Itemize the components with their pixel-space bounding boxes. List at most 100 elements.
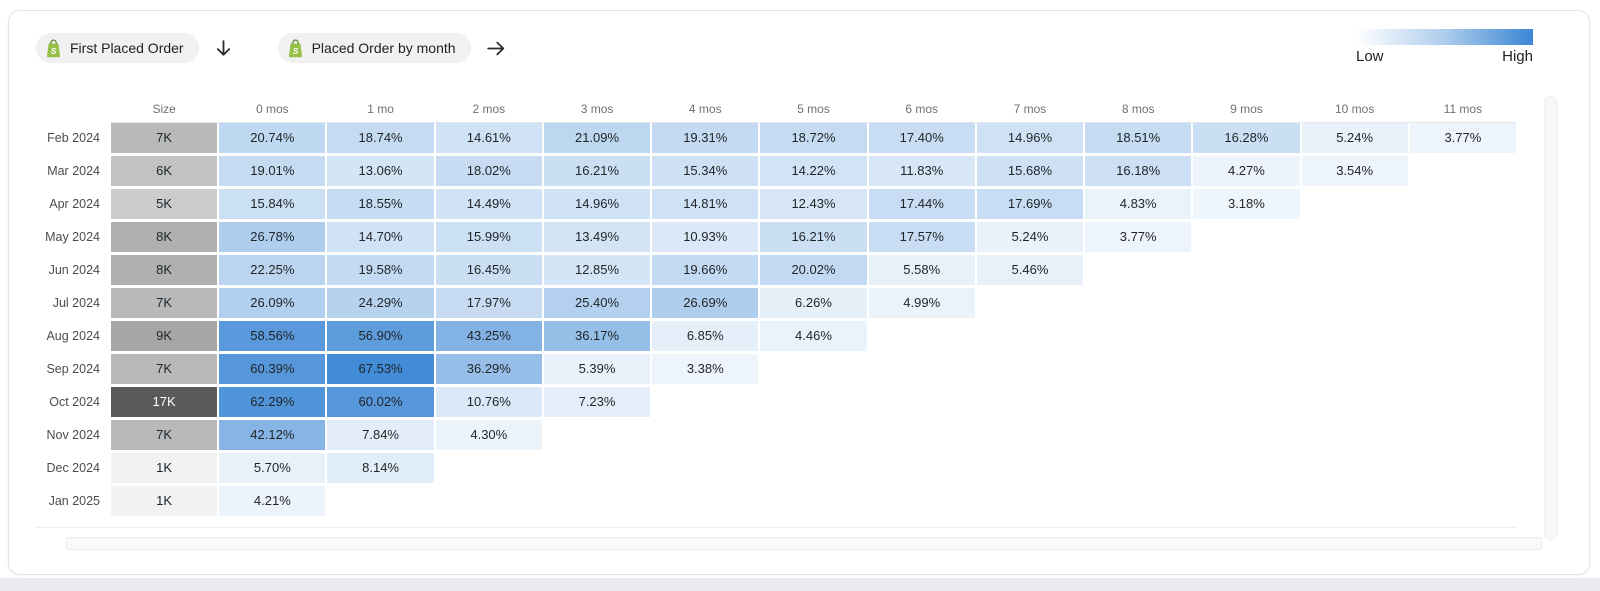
- value-cell[interactable]: 3.77%: [1085, 222, 1192, 252]
- value-cell[interactable]: 12.85%: [543, 255, 651, 285]
- size-cell[interactable]: 5K: [111, 189, 218, 219]
- value-cell[interactable]: 10.93%: [652, 222, 759, 252]
- value-cell[interactable]: 14.96%: [543, 189, 651, 219]
- empty-cell: [1302, 387, 1408, 417]
- value-cell[interactable]: 56.90%: [327, 321, 434, 351]
- value-cell[interactable]: 60.02%: [327, 387, 434, 417]
- value-cell[interactable]: 19.58%: [327, 255, 434, 285]
- value-cell[interactable]: 5.39%: [543, 354, 651, 384]
- value-cell[interactable]: 12.43%: [760, 189, 867, 219]
- value-cell[interactable]: 22.25%: [219, 255, 326, 285]
- value-cell[interactable]: 17.44%: [868, 189, 975, 219]
- value-cell[interactable]: 14.61%: [435, 123, 542, 153]
- value-cell[interactable]: 7.84%: [327, 420, 434, 450]
- cohort-row: Jan 2025 1K 4.21%: [36, 486, 1516, 516]
- value-cell[interactable]: 4.21%: [219, 486, 326, 516]
- size-cell[interactable]: 7K: [111, 354, 218, 384]
- size-cell[interactable]: 8K: [111, 255, 218, 285]
- value-cell[interactable]: 14.22%: [760, 156, 867, 186]
- empty-cell: [760, 387, 866, 417]
- event-pill-first-placed-order[interactable]: S First Placed Order: [36, 33, 199, 63]
- value-cell[interactable]: 20.74%: [219, 123, 326, 153]
- value-cell[interactable]: 3.38%: [652, 354, 759, 384]
- value-cell[interactable]: 26.78%: [219, 222, 326, 252]
- value-cell[interactable]: 15.68%: [976, 156, 1084, 186]
- value-cell[interactable]: 5.70%: [219, 453, 326, 483]
- value-cell[interactable]: 6.85%: [652, 321, 759, 351]
- event-pill-placed-order-by-month[interactable]: S Placed Order by month: [277, 33, 471, 63]
- value-cell[interactable]: 5.58%: [868, 255, 975, 285]
- value-cell[interactable]: 14.49%: [435, 189, 542, 219]
- value-cell[interactable]: 16.21%: [543, 156, 651, 186]
- value-cell[interactable]: 18.74%: [327, 123, 434, 153]
- value-cell[interactable]: 4.27%: [1193, 156, 1300, 186]
- value-cell[interactable]: 13.49%: [543, 222, 651, 252]
- horizontal-scrollbar[interactable]: [66, 537, 1542, 550]
- vertical-scrollbar[interactable]: [1544, 96, 1558, 540]
- value-cell[interactable]: 26.69%: [652, 288, 759, 318]
- value-cell[interactable]: 14.96%: [976, 123, 1084, 153]
- value-cell[interactable]: 60.39%: [219, 354, 326, 384]
- size-cell[interactable]: 7K: [111, 420, 218, 450]
- value-cell[interactable]: 19.66%: [652, 255, 759, 285]
- value-cell[interactable]: 16.21%: [760, 222, 867, 252]
- size-cell[interactable]: 17K: [111, 387, 218, 417]
- empty-cell: [1193, 321, 1299, 351]
- value-cell[interactable]: 18.72%: [760, 123, 867, 153]
- size-cell[interactable]: 6K: [111, 156, 218, 186]
- value-cell[interactable]: 14.81%: [652, 189, 759, 219]
- size-cell[interactable]: 7K: [111, 288, 218, 318]
- value-cell[interactable]: 6.26%: [760, 288, 867, 318]
- value-cell[interactable]: 20.02%: [760, 255, 867, 285]
- value-cell[interactable]: 67.53%: [327, 354, 434, 384]
- value-cell[interactable]: 17.57%: [868, 222, 975, 252]
- size-cell[interactable]: 1K: [111, 453, 218, 483]
- value-cell[interactable]: 5.24%: [1301, 123, 1408, 153]
- value-cell[interactable]: 17.40%: [868, 123, 975, 153]
- value-cell[interactable]: 13.06%: [327, 156, 434, 186]
- value-cell[interactable]: 4.99%: [868, 288, 975, 318]
- value-cell[interactable]: 18.02%: [435, 156, 542, 186]
- value-cell[interactable]: 5.24%: [976, 222, 1084, 252]
- value-cell[interactable]: 25.40%: [543, 288, 651, 318]
- value-cell[interactable]: 3.77%: [1409, 123, 1516, 153]
- value-cell[interactable]: 62.29%: [219, 387, 326, 417]
- value-cell[interactable]: 4.46%: [760, 321, 867, 351]
- value-cell[interactable]: 11.83%: [868, 156, 975, 186]
- value-cell[interactable]: 16.28%: [1193, 123, 1300, 153]
- value-cell[interactable]: 36.17%: [543, 321, 651, 351]
- value-cell[interactable]: 4.30%: [435, 420, 542, 450]
- size-cell[interactable]: 8K: [111, 222, 218, 252]
- value-cell[interactable]: 16.18%: [1085, 156, 1192, 186]
- value-cell[interactable]: 4.83%: [1085, 189, 1192, 219]
- value-cell[interactable]: 8.14%: [327, 453, 434, 483]
- value-cell[interactable]: 14.70%: [327, 222, 434, 252]
- size-cell[interactable]: 1K: [111, 486, 218, 516]
- legend-gradient-bar: [1356, 29, 1533, 45]
- value-cell[interactable]: 24.29%: [327, 288, 434, 318]
- size-cell[interactable]: 7K: [111, 123, 218, 153]
- value-cell[interactable]: 15.34%: [652, 156, 759, 186]
- value-cell[interactable]: 7.23%: [543, 387, 651, 417]
- value-cell[interactable]: 15.99%: [435, 222, 542, 252]
- value-cell[interactable]: 5.46%: [976, 255, 1084, 285]
- value-cell[interactable]: 36.29%: [435, 354, 542, 384]
- value-cell[interactable]: 42.12%: [219, 420, 326, 450]
- value-cell[interactable]: 17.69%: [976, 189, 1084, 219]
- value-cell[interactable]: 21.09%: [543, 123, 651, 153]
- size-cell[interactable]: 9K: [111, 321, 218, 351]
- value-cell[interactable]: 10.76%: [435, 387, 542, 417]
- value-cell[interactable]: 16.45%: [435, 255, 542, 285]
- value-cell[interactable]: 17.97%: [435, 288, 542, 318]
- value-cell[interactable]: 19.01%: [219, 156, 326, 186]
- value-cell[interactable]: 15.84%: [219, 189, 326, 219]
- value-cell[interactable]: 26.09%: [219, 288, 326, 318]
- value-cell[interactable]: 18.55%: [327, 189, 434, 219]
- value-cell[interactable]: 43.25%: [435, 321, 542, 351]
- value-cell[interactable]: 3.54%: [1301, 156, 1408, 186]
- value-cell[interactable]: 3.18%: [1193, 189, 1300, 219]
- value-cell[interactable]: 18.51%: [1085, 123, 1192, 153]
- value-cell[interactable]: 19.31%: [652, 123, 759, 153]
- empty-cell: [1410, 156, 1516, 186]
- value-cell[interactable]: 58.56%: [219, 321, 326, 351]
